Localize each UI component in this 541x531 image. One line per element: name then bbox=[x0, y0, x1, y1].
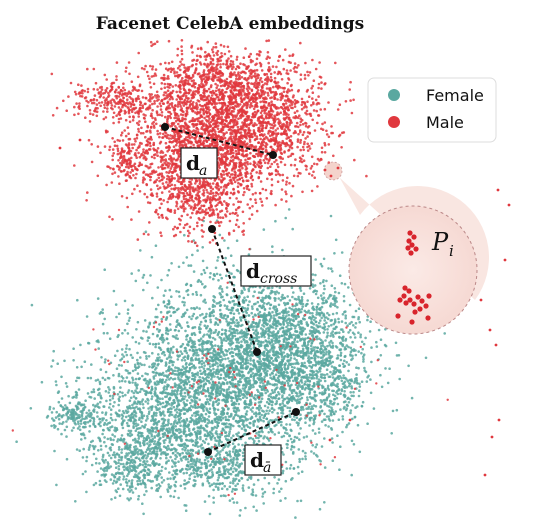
legend-label-female: Female bbox=[426, 86, 484, 105]
distance-line-cross bbox=[211, 228, 258, 353]
label-d-abar: d ā bbox=[244, 444, 282, 476]
distance-line-abar bbox=[207, 411, 297, 453]
inset-label: P bbox=[431, 228, 449, 256]
endpoint-dot bbox=[292, 408, 300, 416]
distance-line-a bbox=[164, 126, 274, 156]
inset-label-sub: i bbox=[449, 242, 454, 260]
female-cluster bbox=[11, 208, 449, 519]
legend-marker-male bbox=[388, 116, 400, 128]
endpoint-dot bbox=[161, 123, 169, 131]
zoom-inset: P i bbox=[348, 205, 478, 335]
label-d-a: d a bbox=[180, 147, 218, 179]
endpoint-dot bbox=[204, 448, 212, 456]
inset-points bbox=[395, 230, 432, 325]
zoom-source-circle bbox=[323, 161, 343, 181]
male-cluster bbox=[50, 39, 375, 248]
chart-title: Facenet CelebA embeddings bbox=[95, 14, 365, 34]
legend: Female Male bbox=[367, 77, 497, 143]
legend-label-male: Male bbox=[426, 113, 464, 132]
legend-marker-female bbox=[388, 89, 400, 101]
endpoint-dot bbox=[253, 348, 261, 356]
endpoint-dot bbox=[208, 225, 216, 233]
label-d-cross: d cross bbox=[240, 255, 312, 287]
endpoint-dot bbox=[269, 151, 277, 159]
